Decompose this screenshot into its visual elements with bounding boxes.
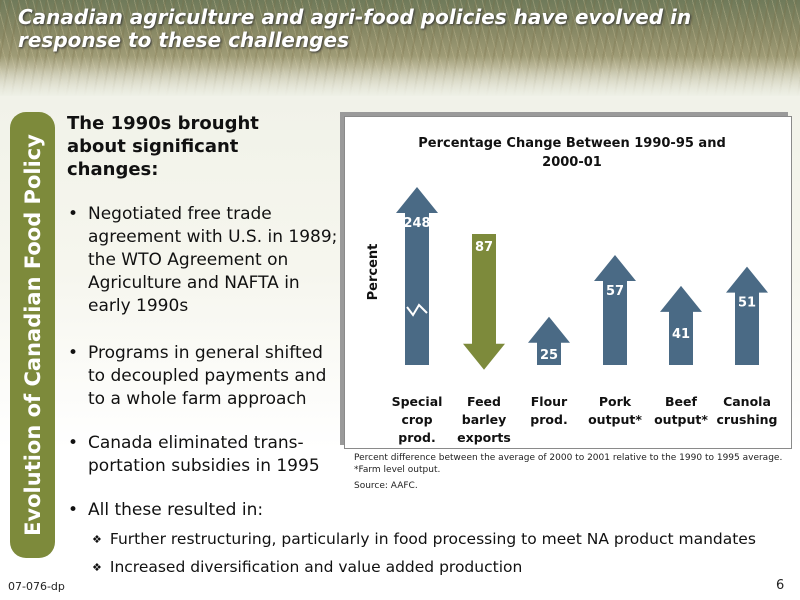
bullet-dot: • <box>68 500 79 520</box>
header-banner <box>0 0 800 96</box>
chart-source: Source: AAFC. <box>354 481 418 491</box>
bar-value-label: 41 <box>672 327 690 342</box>
category-label: crop <box>401 412 432 427</box>
category-label: Special <box>392 394 443 409</box>
bullet-text: Programs in general shifted to decoupled… <box>88 343 327 409</box>
chart-frame: Percentage Change Between 1990-95 and 200… <box>344 116 792 449</box>
category-label: exports <box>457 430 511 445</box>
page-number: 6 <box>776 578 785 593</box>
bar-value-label: 57 <box>606 284 624 299</box>
category-label: Canola <box>723 394 771 409</box>
diamond-bullet-icon: ❖ <box>92 533 102 546</box>
bullet-item: • All these resulted in: <box>68 499 340 522</box>
bar-value-label: 87 <box>475 240 493 255</box>
bullet-text: Negotiated free trade agreement with U.S… <box>88 204 338 316</box>
bullet-text: Canada eliminated trans-portation subsid… <box>88 433 320 476</box>
bullet-dot: • <box>68 204 79 224</box>
chart-title: 2000-01 <box>542 155 602 170</box>
chart-definition-note: Percent difference between the average o… <box>354 453 783 463</box>
up-arrow-bar <box>726 266 768 365</box>
footer-code: 07-076-dp <box>8 580 65 593</box>
category-label: output* <box>654 412 708 427</box>
chart-footnote: *Farm level output. <box>354 465 441 475</box>
chart-notes: Percent difference between the average o… <box>354 452 794 492</box>
sub-bullet-item: ❖ Increased diversification and value add… <box>92 558 522 576</box>
category-label: Flour <box>531 394 568 409</box>
bullet-text: All these resulted in: <box>88 500 264 520</box>
bar-value-label: 25 <box>540 348 558 363</box>
bullet-item: • Programs in general shifted to decoupl… <box>68 342 340 411</box>
up-arrow-bar <box>396 187 438 365</box>
side-tab: Evolution of Canadian Food Policy <box>10 112 55 558</box>
category-label: Pork <box>599 394 632 409</box>
bullet-item: • Canada eliminated trans-portation subs… <box>68 432 340 478</box>
y-axis-label: Percent <box>366 244 381 301</box>
category-label: barley <box>462 412 506 427</box>
category-label: output* <box>588 412 642 427</box>
chart-title: Percentage Change Between 1990-95 and <box>418 136 726 151</box>
intro-heading: The 1990s brought about significant chan… <box>67 113 259 180</box>
up-arrow-bar <box>528 316 570 365</box>
bullet-dot: • <box>68 433 79 453</box>
category-label: prod. <box>398 430 435 445</box>
side-tab-label: Evolution of Canadian Food Policy <box>20 134 45 536</box>
category-label: prod. <box>530 412 567 427</box>
down-arrow-bar <box>463 234 505 370</box>
axis-break-mark <box>406 303 428 317</box>
sub-bullet-text: Further restructuring, particularly in f… <box>109 530 756 548</box>
up-arrow-bar <box>594 254 636 365</box>
bullet-dot: • <box>68 343 79 363</box>
up-arrow-bar <box>660 285 702 365</box>
bullet-item: • Negotiated free trade agreement with U… <box>68 203 340 318</box>
bar-value-label: 248 <box>403 216 430 231</box>
bar-chart: Percentage Change Between 1990-95 and 200… <box>366 136 778 445</box>
bar-value-label: 51 <box>738 296 756 311</box>
slide-title: Canadian agriculture and agri-food polic… <box>18 5 692 52</box>
sub-bullet-text: Increased diversification and value adde… <box>109 558 523 576</box>
diamond-bullet-icon: ❖ <box>92 561 102 574</box>
category-label: Feed <box>467 394 501 409</box>
category-label: Beef <box>665 394 697 409</box>
category-label: crushing <box>717 412 778 427</box>
sub-bullet-item: ❖ Further restructuring, particularly in … <box>92 530 756 548</box>
